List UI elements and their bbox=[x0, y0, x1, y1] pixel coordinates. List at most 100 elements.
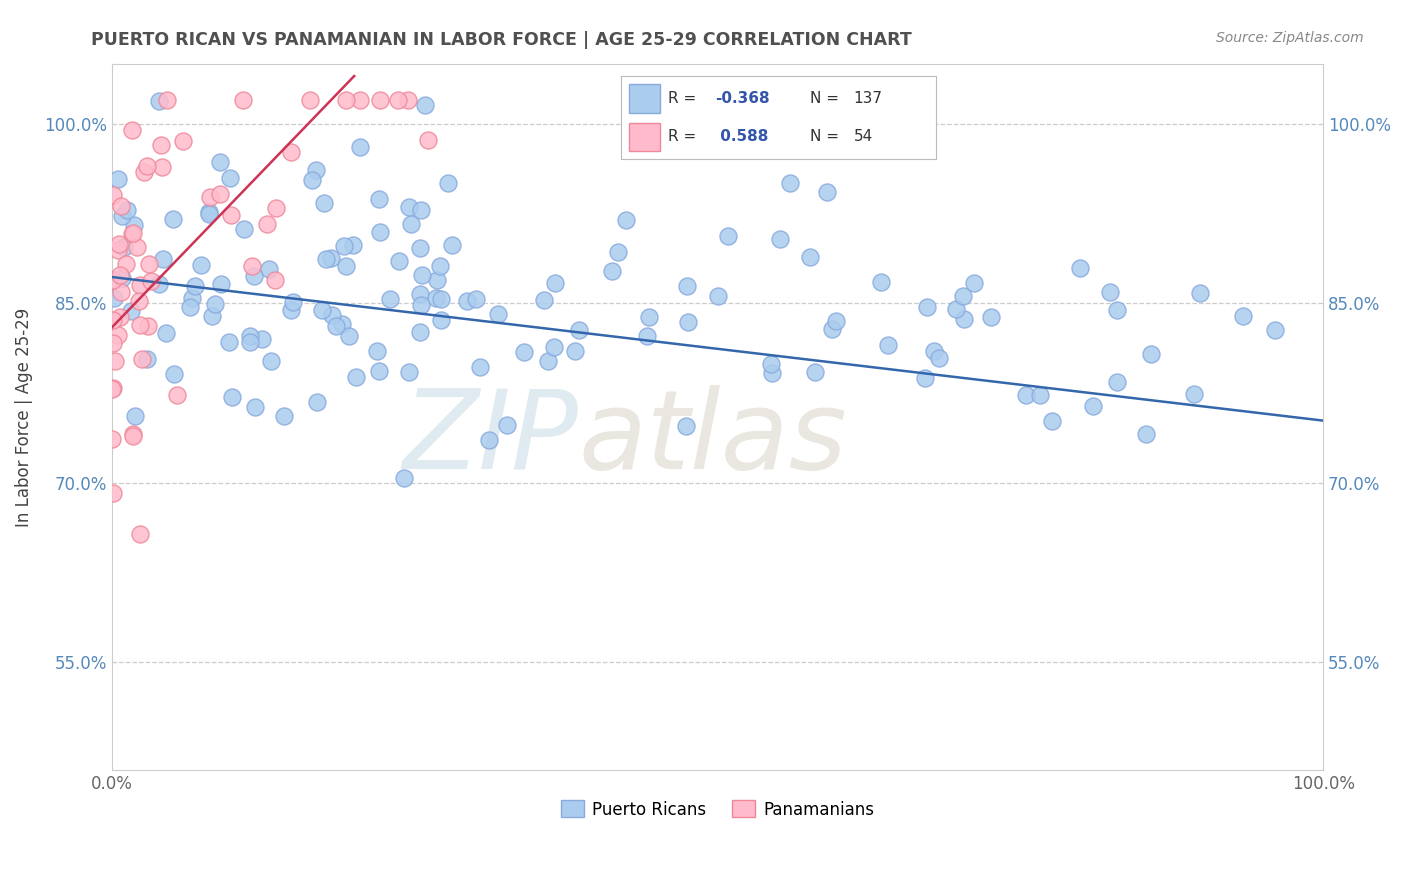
Point bbox=[121, 426, 143, 441]
Point bbox=[368, 364, 391, 378]
Point bbox=[129, 526, 152, 541]
Point bbox=[259, 354, 281, 368]
Point bbox=[821, 322, 844, 336]
Point bbox=[101, 432, 124, 446]
Point bbox=[799, 250, 821, 264]
Point bbox=[110, 209, 132, 223]
Point bbox=[398, 365, 420, 379]
Point bbox=[486, 307, 509, 321]
Point bbox=[496, 417, 519, 432]
Point bbox=[107, 172, 129, 186]
Point bbox=[344, 370, 367, 384]
Point bbox=[117, 203, 139, 218]
Point bbox=[132, 165, 155, 179]
Point bbox=[1105, 375, 1128, 389]
Point bbox=[209, 154, 232, 169]
Point bbox=[256, 217, 278, 231]
Point bbox=[127, 240, 149, 254]
Point bbox=[425, 291, 447, 305]
Point bbox=[980, 310, 1002, 324]
Point bbox=[1069, 261, 1091, 276]
Point bbox=[415, 98, 437, 112]
Point bbox=[870, 276, 893, 290]
Point bbox=[342, 238, 364, 252]
Point bbox=[221, 390, 243, 404]
Point bbox=[263, 273, 285, 287]
Point bbox=[179, 300, 201, 314]
Point bbox=[122, 218, 145, 232]
Point bbox=[536, 354, 558, 368]
Point bbox=[392, 471, 415, 485]
Point bbox=[914, 370, 936, 384]
Point bbox=[759, 357, 782, 371]
Point bbox=[399, 217, 422, 231]
Point bbox=[477, 433, 499, 447]
Point bbox=[155, 326, 177, 340]
Point bbox=[101, 335, 124, 350]
Point bbox=[148, 277, 170, 291]
Point bbox=[1105, 302, 1128, 317]
Point bbox=[409, 298, 432, 312]
Point bbox=[233, 222, 256, 236]
Point bbox=[1083, 399, 1105, 413]
Point bbox=[110, 199, 132, 213]
Point bbox=[311, 302, 333, 317]
Point bbox=[128, 293, 150, 308]
Point bbox=[600, 264, 623, 278]
Point bbox=[103, 486, 125, 500]
Point bbox=[110, 268, 132, 283]
Point bbox=[120, 303, 142, 318]
Point bbox=[429, 259, 451, 273]
Point bbox=[1098, 285, 1121, 299]
Point bbox=[1029, 387, 1052, 401]
Point bbox=[108, 310, 131, 325]
Point bbox=[204, 296, 226, 310]
Point bbox=[922, 344, 945, 359]
Point bbox=[166, 388, 188, 402]
Point bbox=[103, 291, 125, 305]
Point bbox=[1015, 388, 1038, 402]
Point bbox=[162, 212, 184, 227]
Point bbox=[257, 261, 280, 276]
Point bbox=[319, 251, 342, 265]
Point bbox=[963, 276, 986, 290]
Point bbox=[1139, 347, 1161, 361]
Point bbox=[122, 429, 145, 443]
Point bbox=[614, 212, 637, 227]
Point bbox=[637, 310, 659, 324]
Point bbox=[564, 344, 586, 359]
Text: Source: ZipAtlas.com: Source: ZipAtlas.com bbox=[1216, 31, 1364, 45]
Point bbox=[111, 270, 134, 285]
Point bbox=[312, 195, 335, 210]
Point bbox=[815, 186, 838, 200]
Point bbox=[239, 329, 262, 343]
Point bbox=[112, 240, 135, 254]
Point bbox=[190, 258, 212, 272]
Point bbox=[121, 123, 143, 137]
Point bbox=[280, 302, 302, 317]
Point bbox=[108, 237, 131, 252]
Point bbox=[245, 400, 267, 414]
Point bbox=[250, 332, 273, 346]
Point bbox=[368, 93, 391, 107]
Point bbox=[218, 334, 240, 349]
Point bbox=[163, 367, 186, 381]
Point bbox=[321, 309, 343, 323]
Point bbox=[283, 294, 305, 309]
Point bbox=[115, 256, 138, 270]
Point bbox=[368, 193, 391, 207]
Point bbox=[201, 309, 224, 323]
Point bbox=[804, 366, 827, 380]
Point bbox=[706, 289, 728, 303]
Point bbox=[304, 162, 326, 177]
Point bbox=[430, 313, 453, 327]
Point bbox=[915, 300, 938, 314]
Point bbox=[121, 227, 143, 242]
Point bbox=[408, 326, 430, 340]
Point bbox=[416, 133, 439, 147]
Point bbox=[441, 237, 464, 252]
Point bbox=[299, 93, 322, 107]
Point bbox=[409, 241, 432, 255]
Point bbox=[543, 340, 565, 354]
Text: atlas: atlas bbox=[578, 384, 846, 491]
